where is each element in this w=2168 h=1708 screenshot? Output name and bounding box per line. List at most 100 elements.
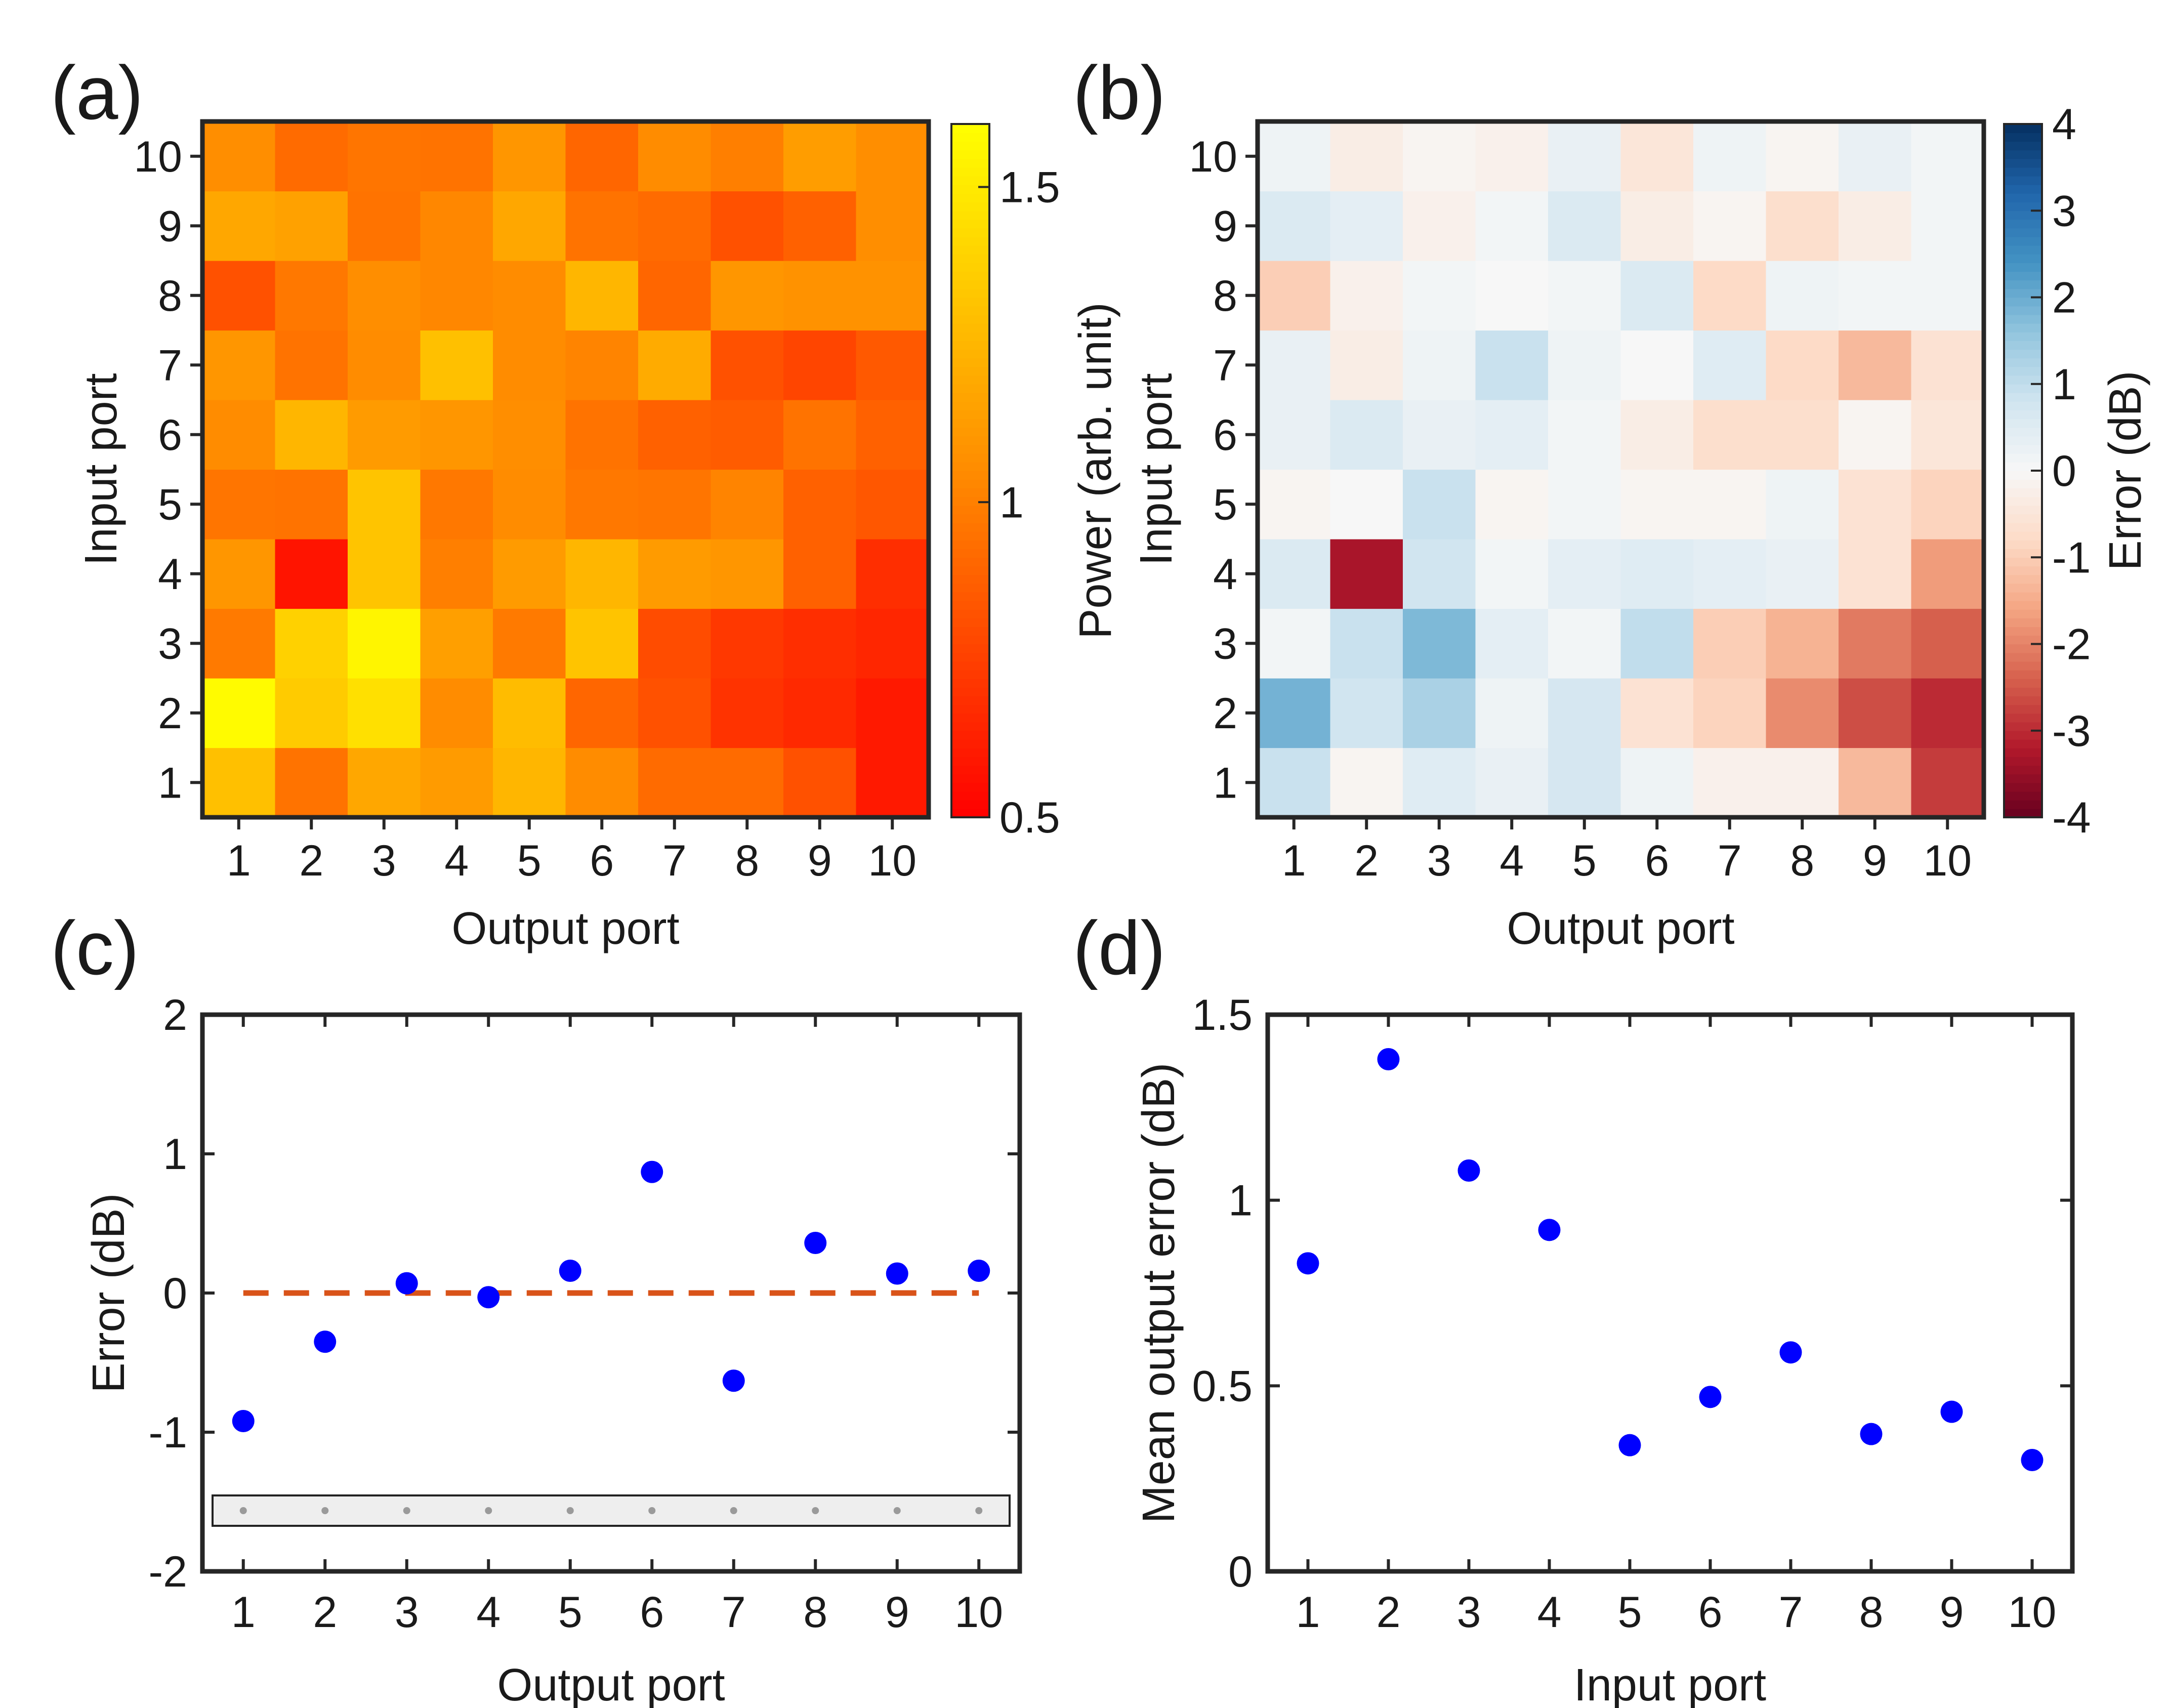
inset-strip-dot — [485, 1507, 492, 1514]
colorbar-segment — [951, 314, 989, 324]
heatmap-cell — [493, 121, 566, 192]
heatmap-cell — [1693, 400, 1767, 470]
colorbar-segment — [951, 609, 989, 618]
panel-c-scatter: 1 2 3 4 5 6 7 8 9 10 -2 -1 0 1 2 Output port Error (dB) — [84, 991, 1022, 1708]
colorbar-segment — [951, 791, 989, 801]
colorbar-segment — [2004, 349, 2042, 359]
colorbar-segment — [951, 627, 989, 636]
x-tick-label: 6 — [1645, 837, 1669, 885]
colorbar-segment — [951, 505, 989, 515]
heatmap-cell — [1475, 400, 1549, 470]
y-tick-label: 1 — [158, 759, 182, 807]
x-tick-label: 3 — [1427, 837, 1451, 885]
colorbar-segment — [2004, 401, 2042, 410]
heatmap-cell — [1475, 330, 1549, 400]
colorbar-segment — [951, 600, 989, 610]
data-point — [641, 1160, 663, 1183]
heatmap-cell — [711, 261, 784, 331]
y-tick-label: 10 — [1189, 133, 1237, 181]
colorbar-segment — [2004, 566, 2042, 575]
y-tick-label: 2 — [1213, 689, 1237, 738]
heatmap-cell — [1403, 121, 1476, 192]
colorbar-segment — [2004, 202, 2042, 212]
heatmap-cell — [275, 191, 348, 261]
heatmap-cell — [1475, 469, 1549, 539]
heatmap-cell — [856, 608, 929, 679]
colorbar-segment — [2004, 288, 2042, 298]
inset-strip-dot — [566, 1507, 574, 1514]
heatmap-cell — [638, 608, 712, 679]
heatmap-cell — [202, 678, 276, 748]
heatmap-cell — [856, 121, 929, 192]
heatmap-cell — [348, 191, 421, 261]
x-tick-label: 6 — [1698, 1588, 1723, 1637]
x-tick-label: 1 — [1282, 837, 1306, 885]
x-tick-label: 4 — [1537, 1588, 1562, 1637]
colorbar-segment — [951, 133, 989, 142]
heatmap-cell — [420, 747, 493, 818]
y-tick-label: 8 — [1213, 272, 1237, 320]
colorbar-segment — [951, 549, 989, 558]
colorbar-segment — [2004, 574, 2042, 584]
colorbar-segment — [2004, 211, 2042, 220]
heatmap-cell — [1475, 121, 1549, 192]
heatmap-cell — [275, 539, 348, 609]
plot-background — [1268, 1015, 2072, 1571]
colorbar-segment — [2004, 314, 2042, 324]
colorbar-segment — [2004, 670, 2042, 679]
colorbar-segment — [951, 436, 989, 445]
x-tick-label: 4 — [444, 837, 469, 885]
heatmap-cell — [1766, 330, 1839, 400]
x-tick-label: 3 — [395, 1588, 419, 1637]
heatmap-cell — [1620, 191, 1694, 261]
colorbar-segment — [2004, 583, 2042, 593]
y-tick-label: 7 — [1213, 341, 1237, 390]
colorbar-segment — [951, 635, 989, 645]
colorbar-segment — [2004, 800, 2042, 809]
x-tick-label: 5 — [517, 837, 541, 885]
y-axis-label: Error (dB) — [84, 1193, 134, 1393]
y-tick-label: 2 — [158, 689, 182, 738]
x-tick-label: 5 — [1572, 837, 1597, 885]
panel-label-d: (d) — [1073, 905, 1165, 990]
heatmap-cell — [1911, 747, 1984, 818]
heatmap-cell — [420, 191, 493, 261]
heatmap-cell — [1693, 191, 1767, 261]
colorbar-segment — [2004, 167, 2042, 177]
heatmap-cell — [1911, 608, 1984, 679]
heatmap-cell — [493, 261, 566, 331]
heatmap-cell — [565, 747, 639, 818]
x-tick-label: 10 — [868, 837, 916, 885]
heatmap-cell — [420, 608, 493, 679]
colorbar-segment — [951, 306, 989, 315]
heatmap-cell — [1839, 121, 1912, 192]
y-tick-label: 0 — [1228, 1548, 1253, 1596]
heatmap-cell — [275, 330, 348, 400]
colorbar-segment — [2004, 722, 2042, 731]
heatmap-cell — [1548, 330, 1621, 400]
heatmap-cell — [565, 400, 639, 470]
data-point — [395, 1272, 418, 1295]
heatmap-cell — [1330, 469, 1403, 539]
x-tick-label: 7 — [1779, 1588, 1803, 1637]
heatmap-cell — [1475, 191, 1549, 261]
heatmap-cell — [1839, 261, 1912, 331]
heatmap-cell — [711, 330, 784, 400]
colorbar-segment — [951, 211, 989, 220]
inset-strip-dot — [893, 1507, 901, 1514]
x-tick-label: 9 — [808, 837, 832, 885]
heatmap-cell — [202, 469, 276, 539]
colorbar-segment — [2004, 410, 2042, 420]
colorbar-segment — [2004, 271, 2042, 281]
panel-label-b: (b) — [1073, 50, 1165, 135]
colorbar-segment — [951, 488, 989, 497]
heatmap-cell — [856, 678, 929, 748]
x-tick-label: 8 — [1790, 837, 1814, 885]
y-tick-label: 6 — [1213, 411, 1237, 460]
colorbar-segment — [2004, 436, 2042, 445]
colorbar-segment — [951, 679, 989, 688]
colorbar-segment — [951, 167, 989, 177]
heatmap-cell — [202, 539, 276, 609]
data-point — [559, 1260, 581, 1282]
colorbar-segment — [2004, 757, 2042, 766]
